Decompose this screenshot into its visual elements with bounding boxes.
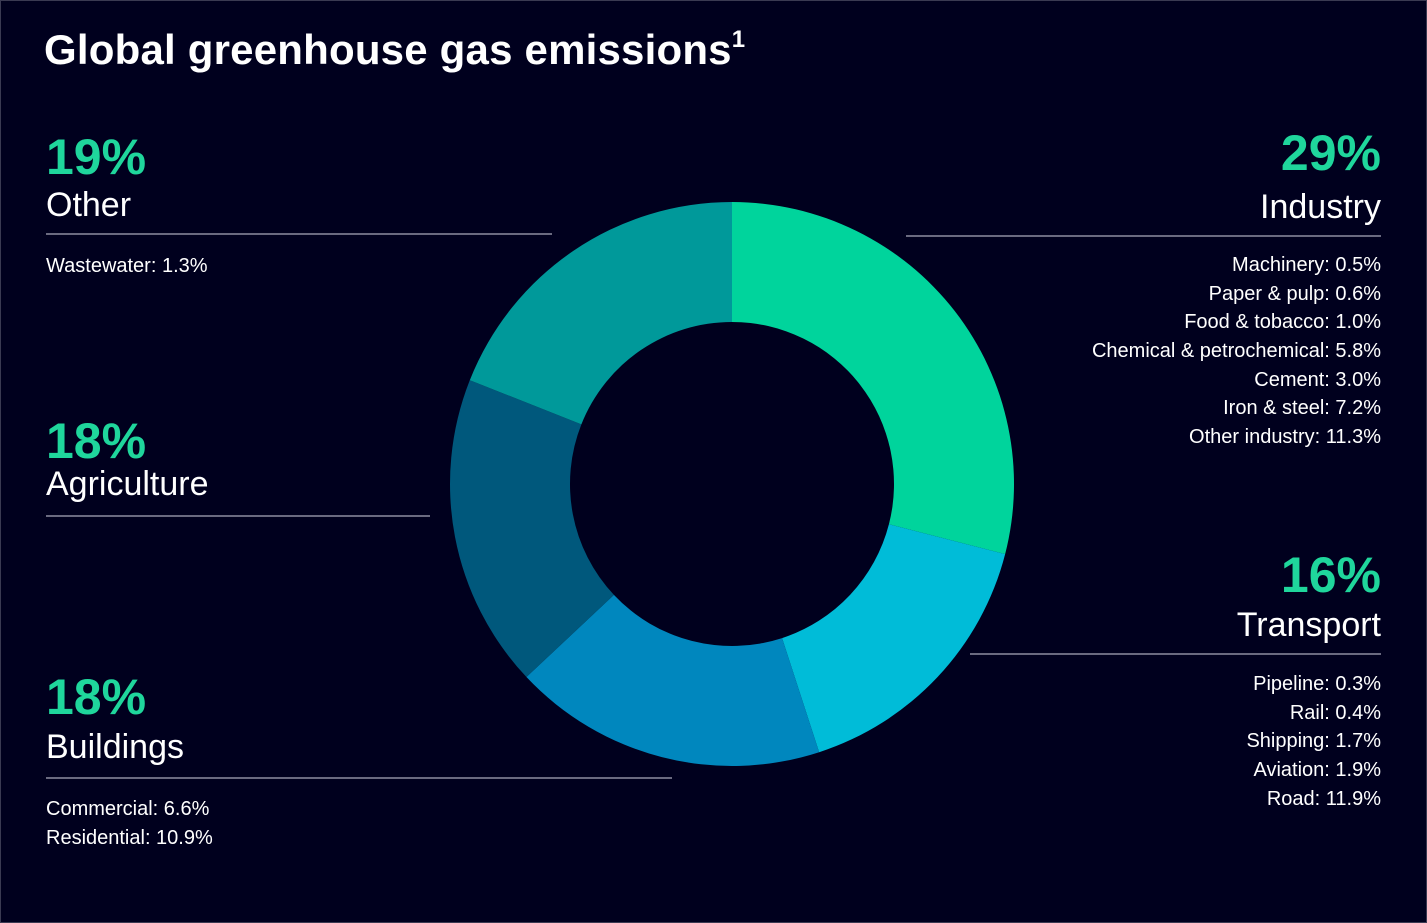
breakdown-item: Commercial: 6.6%	[46, 798, 210, 820]
transport-percent: 16%	[1280, 547, 1381, 603]
donut-chart	[450, 202, 1014, 766]
donut-slice-other	[469, 202, 732, 425]
donut-slice-buildings	[526, 594, 820, 766]
donut-slice-agriculture	[450, 380, 614, 678]
agriculture-divider	[46, 515, 430, 517]
other-percent: 19%	[46, 129, 147, 185]
title-footnote-marker: 1	[731, 26, 746, 53]
transport-breakdown: Pipeline: 0.3% Rail: 0.4% Shipping: 1.7%…	[1246, 670, 1381, 813]
industry-label: Industry	[1260, 188, 1381, 226]
industry-percent: 29%	[1280, 125, 1381, 181]
chart-title: Global greenhouse gas emissions1	[44, 26, 746, 73]
buildings-percent: 18%	[46, 669, 147, 725]
breakdown-item: Chemical & petrochemical: 5.8%	[1091, 340, 1381, 363]
breakdown-item: Aviation: 1.9%	[1253, 759, 1382, 782]
other-breakdown: Wastewater: 1.3%	[46, 252, 208, 281]
breakdown-item: Rail: 0.4%	[1289, 701, 1381, 724]
agriculture-label: Agriculture	[46, 465, 209, 503]
donut-slice-transport	[782, 524, 1006, 753]
breakdown-item: Paper & pulp: 0.6%	[1208, 282, 1381, 305]
other-divider	[46, 233, 552, 235]
transport-label: Transport	[1236, 606, 1381, 644]
transport-divider	[970, 653, 1381, 655]
buildings-breakdown: Commercial: 6.6% Residential: 10.9%	[46, 795, 213, 852]
breakdown-item: Iron & steel: 7.2%	[1223, 397, 1381, 420]
other-label: Other	[46, 186, 132, 224]
breakdown-item: Road: 11.9%	[1266, 787, 1381, 810]
breakdown-item: Shipping: 1.7%	[1246, 730, 1381, 753]
buildings-divider	[46, 777, 672, 779]
donut-slice-industry	[732, 202, 1014, 555]
industry-breakdown: Machinery: 0.5% Paper & pulp: 0.6% Food …	[1092, 251, 1381, 452]
breakdown-item: Machinery: 0.5%	[1232, 254, 1381, 276]
breakdown-item: Wastewater: 1.3%	[46, 255, 208, 277]
agriculture-percent: 18%	[46, 413, 147, 469]
industry-divider	[906, 235, 1381, 237]
breakdown-item: Pipeline: 0.3%	[1253, 673, 1381, 695]
breakdown-item: Food & tobacco: 1.0%	[1184, 311, 1381, 334]
breakdown-item: Other industry: 11.3%	[1189, 426, 1381, 449]
buildings-label: Buildings	[46, 728, 184, 766]
breakdown-item: Cement: 3.0%	[1254, 368, 1381, 391]
breakdown-item: Residential: 10.9%	[46, 826, 213, 849]
